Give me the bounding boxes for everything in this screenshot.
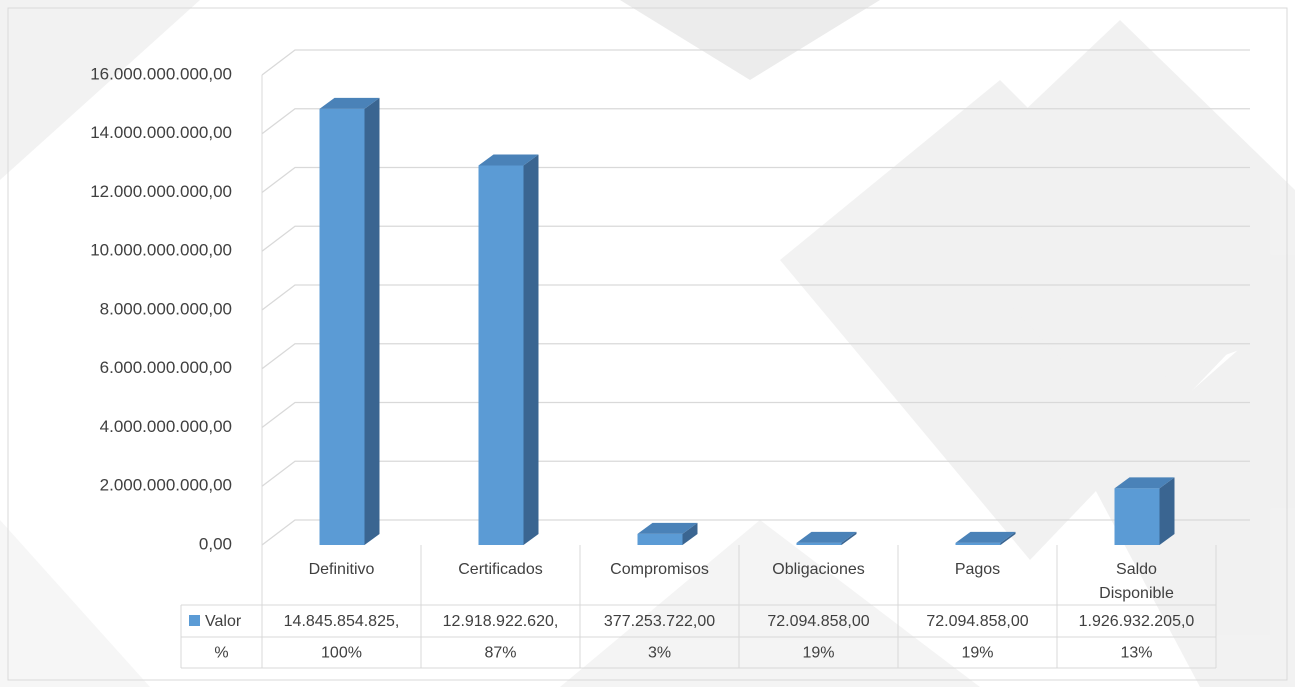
table-percent: 87%	[484, 645, 516, 662]
legend-swatch	[189, 615, 200, 626]
table-percent: 13%	[1120, 645, 1152, 662]
row-label: %	[214, 645, 228, 662]
x-tick-label: Obligaciones	[772, 561, 865, 578]
bar-side	[682, 522, 698, 545]
y-tick-label: 8.000.000.000,00	[100, 299, 232, 318]
y-tick-label: 10.000.000.000,00	[90, 241, 232, 260]
table-percent: 19%	[961, 645, 993, 662]
table-percent: 19%	[802, 645, 834, 662]
x-tick-label: Pagos	[954, 561, 1001, 578]
grid-line	[261, 108, 1250, 135]
table-value: 12.918.922.620,	[443, 613, 559, 630]
table-value: 1.926.932.205,0	[1079, 613, 1195, 630]
table-value: 377.253.722,00	[604, 613, 715, 630]
x-tick-label: Definitivo	[308, 561, 375, 578]
y-tick-label: 0,00	[199, 534, 232, 553]
bar-top	[955, 531, 1016, 543]
y-tick-label: 6.000.000.000,00	[100, 358, 232, 377]
bar-side	[841, 531, 857, 545]
grid-line	[261, 166, 1250, 194]
grid-line	[261, 343, 1250, 370]
bar-top	[637, 522, 698, 534]
bar-top	[1114, 477, 1175, 489]
x-tick-label: Compromisos	[610, 561, 709, 578]
bar	[796, 542, 842, 545]
table-value: 72.094.858,00	[926, 613, 1028, 630]
table-percent: 100%	[321, 645, 362, 662]
chart-border	[7, 7, 1288, 681]
bar	[319, 108, 365, 545]
grid-line	[261, 225, 1250, 252]
grid-line	[261, 401, 1250, 429]
bar-top	[319, 97, 380, 109]
bar-side	[1159, 477, 1175, 545]
y-tick-label: 12.000.000.000,00	[90, 182, 232, 201]
y-tick-label: 4.000.000.000,00	[100, 417, 232, 436]
x-tick-label: Saldo Disponible	[1099, 561, 1174, 602]
grid-line	[261, 460, 1250, 487]
bar-side	[523, 154, 539, 545]
bar-top	[796, 531, 857, 543]
x-tick-label: Certificados	[458, 561, 543, 578]
y-tick-label: 2.000.000.000,00	[100, 476, 232, 495]
y-tick-label: 16.000.000.000,00	[90, 64, 232, 83]
table-value: 14.845.854.825,	[284, 613, 400, 630]
grid-line	[261, 49, 1250, 76]
table-percent: 3%	[648, 645, 671, 662]
bar	[637, 533, 683, 545]
grid-line	[261, 519, 1250, 546]
bar-side	[364, 97, 380, 545]
bar	[1114, 488, 1160, 545]
table-value: 72.094.858,00	[767, 613, 869, 630]
bar-top	[478, 154, 539, 166]
bar	[478, 165, 524, 545]
y-tick-label: 14.000.000.000,00	[90, 123, 232, 142]
bar	[955, 542, 1001, 545]
bar-side	[1000, 531, 1016, 545]
legend-label: Valor	[205, 613, 242, 630]
grid-line	[261, 284, 1250, 311]
